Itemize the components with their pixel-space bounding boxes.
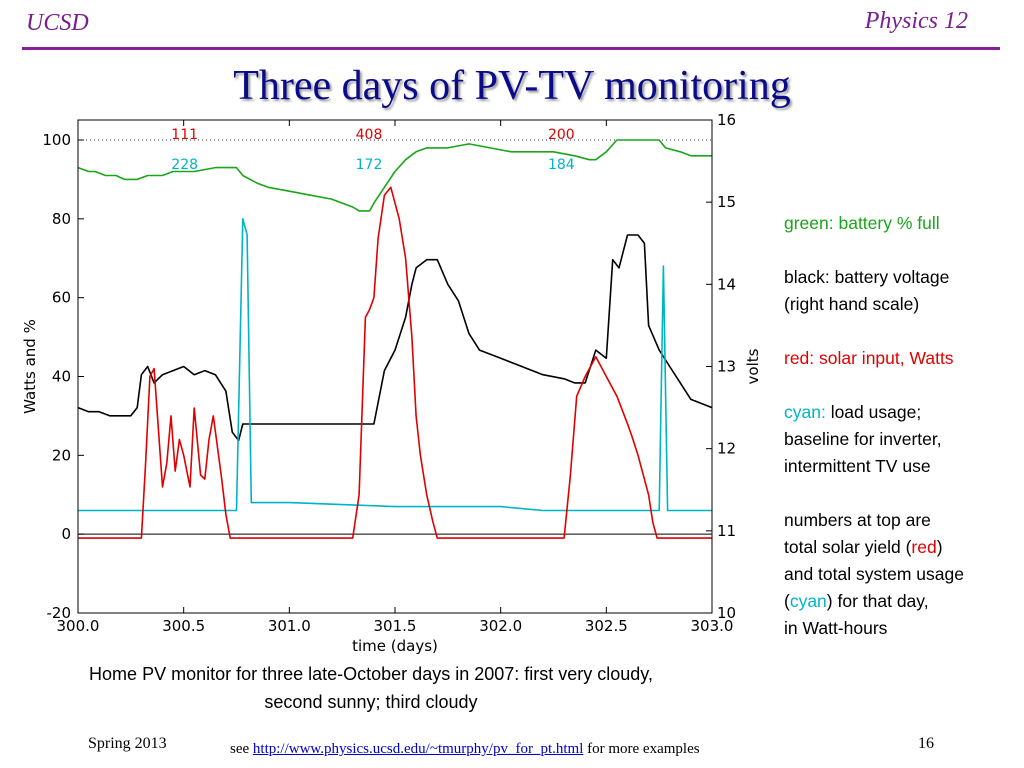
y-tick-label: 100 xyxy=(42,131,71,149)
legend-numbers-line5: in Watt-hours xyxy=(784,618,888,638)
daily-solar-yield-label: 408 xyxy=(356,127,383,143)
x-tick-label: 302.5 xyxy=(585,617,628,635)
legend-black-line2: (right hand scale) xyxy=(784,294,920,314)
legend-numbers-line4: (cyan) for that day, xyxy=(784,588,1024,615)
legend-cyan-line2: baseline for inverter, xyxy=(784,429,942,449)
series-line-cyan xyxy=(78,218,712,512)
chart-legend: green: battery % full black: battery vol… xyxy=(784,210,1024,642)
header-divider xyxy=(22,47,1000,50)
y2-tick-label: 12 xyxy=(717,440,736,458)
legend-cyan-line3: intermittent TV use xyxy=(784,456,931,476)
caption-line1: Home PV monitor for three late-October d… xyxy=(89,664,653,684)
y-tick-label: -20 xyxy=(47,604,72,622)
footer-after: for more examples xyxy=(583,741,700,757)
header-course-label: UCSD xyxy=(26,10,89,36)
footer-term: Spring 2013 xyxy=(88,735,167,752)
daily-usage-label: 184 xyxy=(548,157,575,173)
y-tick-label: 40 xyxy=(52,368,71,386)
daily-usage-label: 228 xyxy=(171,157,198,173)
legend-red: red: solar input, Watts xyxy=(784,348,954,368)
legend-numbers-line4-post: ) for that day, xyxy=(826,591,929,611)
footer-see: see xyxy=(230,741,253,757)
y2-tick-label: 16 xyxy=(717,114,736,129)
y2-tick-label: 11 xyxy=(717,522,736,540)
y-tick-label: 80 xyxy=(52,210,71,228)
x-tick-label: 302.0 xyxy=(479,617,522,635)
legend-cyan-rest: load usage; xyxy=(825,402,922,422)
footer-link[interactable]: http://www.physics.ucsd.edu/~tmurphy/pv_… xyxy=(252,741,584,757)
plot-frame xyxy=(77,119,713,614)
y2-tick-label: 13 xyxy=(717,358,736,376)
y2-tick-label: 10 xyxy=(717,604,736,622)
legend-numbers-line2-post: ) xyxy=(936,537,943,557)
legend-numbers-line3: and total system usage xyxy=(784,564,964,584)
y2-axis-label: volts xyxy=(744,348,762,384)
x-tick-label: 303.0 xyxy=(691,617,734,635)
y-tick-label: 20 xyxy=(52,446,71,464)
y-tick-label: 60 xyxy=(52,289,71,307)
pv-monitor-chart: 300.0 300.5 301.0 301.5 302.0 302.5 303.0 -20 0 2… xyxy=(21,114,762,655)
daily-usage-label: 172 xyxy=(356,157,383,173)
series-line-black xyxy=(77,234,713,442)
header-course-title: Physics 12 xyxy=(864,8,968,34)
legend-black-line1: black: battery voltage xyxy=(784,267,950,287)
legend-numbers-cyan-word: cyan xyxy=(789,591,827,611)
legend-numbers-red-word: red xyxy=(911,537,937,557)
legend-numbers-line2: total solar yield (red) xyxy=(784,534,1024,561)
y2-tick-label: 15 xyxy=(717,193,736,211)
caption-line2: second sunny; third cloudy xyxy=(264,692,478,712)
chart-caption: Home PV monitor for three late-October d… xyxy=(0,660,742,716)
y-tick-label: 0 xyxy=(61,525,71,543)
slide-title: Three days of PV-TV monitoring xyxy=(233,63,791,109)
legend-cyan-word: cyan: xyxy=(784,402,826,422)
x-tick-label: 300.5 xyxy=(162,617,205,635)
y2-tick-label: 14 xyxy=(717,275,736,293)
legend-green: green: battery % full xyxy=(784,213,940,233)
y-axis-label: Watts and % xyxy=(21,319,39,414)
legend-numbers-line1: numbers at top are xyxy=(784,510,931,530)
series-line-red xyxy=(78,186,712,539)
legend-numbers-line2-pre: total solar yield ( xyxy=(784,537,912,557)
legend-cyan-line1: cyan: load usage; xyxy=(784,399,1024,426)
footer-note: see http://www.physics.ucsd.edu/~tmurphy… xyxy=(230,741,700,758)
x-tick-label: 301.0 xyxy=(268,617,311,635)
series-line-green xyxy=(77,139,712,212)
x-tick-label: 300.0 xyxy=(57,617,100,635)
legend-numbers-line4-pre: ( xyxy=(784,591,790,611)
daily-solar-yield-label: 111 xyxy=(171,127,198,143)
footer-page-number: 16 xyxy=(918,735,934,752)
x-axis-label: time (days) xyxy=(352,637,438,655)
x-tick-label: 301.5 xyxy=(374,617,417,635)
daily-solar-yield-label: 200 xyxy=(548,127,575,143)
